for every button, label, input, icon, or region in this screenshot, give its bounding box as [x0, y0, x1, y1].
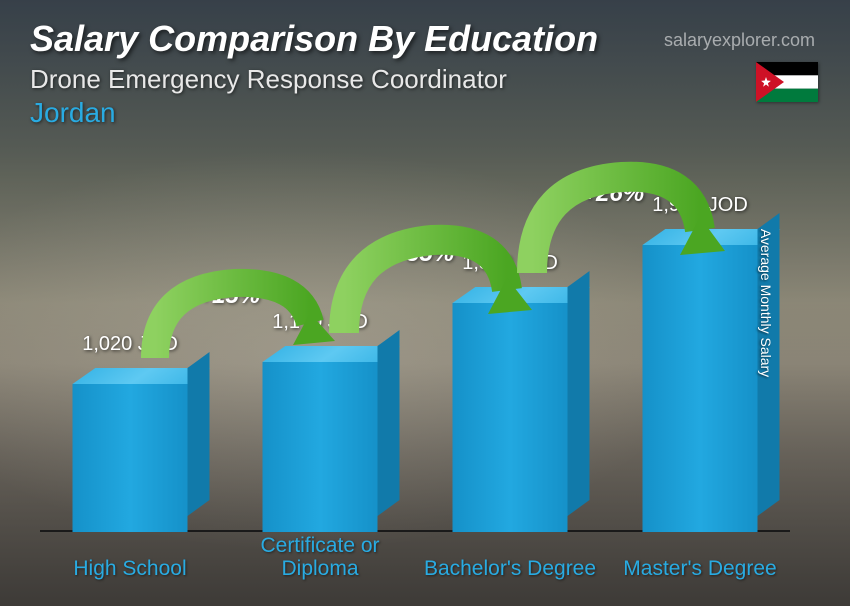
bar-side [568, 271, 590, 516]
bar-front [263, 362, 378, 532]
bar-1: 1,170 JOD [263, 362, 378, 532]
increase-arrow-3 [510, 155, 735, 290]
bar-label-2: Bachelor's Degree [420, 557, 600, 580]
y-axis-label: Average Monthly Salary [758, 229, 774, 377]
bar-side [188, 352, 210, 516]
bar-chart: +15% +35% +26% 1,020 JOD High School 1,1… [40, 150, 790, 588]
bar-label-1: Certificate or Diploma [230, 534, 410, 580]
bar-label-0: High School [40, 557, 220, 580]
increase-arrow-2 [322, 218, 542, 348]
bar-label-3: Master's Degree [610, 557, 790, 580]
bar-0: 1,020 JOD [73, 384, 188, 532]
increase-arrow-1 [135, 263, 345, 373]
country-name: Jordan [30, 97, 820, 129]
bar-side [378, 330, 400, 516]
chart-subtitle: Drone Emergency Response Coordinator [30, 64, 820, 95]
flag-icon [756, 62, 818, 102]
watermark: salaryexplorer.com [664, 30, 815, 51]
bar-front [73, 384, 188, 532]
